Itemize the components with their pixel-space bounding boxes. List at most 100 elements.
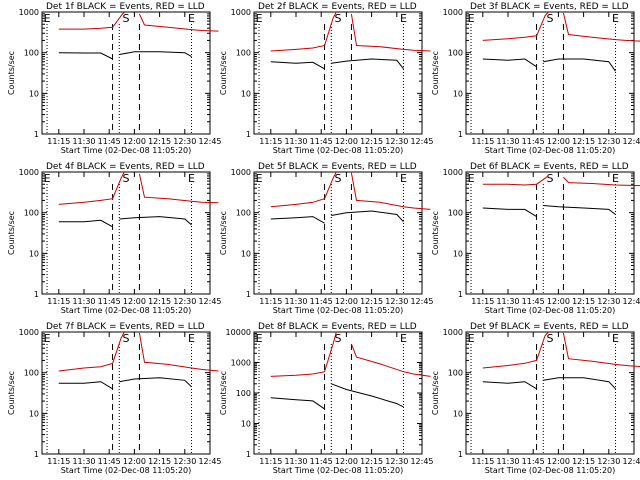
- panel-title: Det 2f BLACK = Events, RED = LLD: [258, 2, 417, 12]
- y-tick-label: 1000: [443, 8, 463, 17]
- x-tick-label: 12:30: [597, 137, 620, 146]
- y-tick-label: 10: [453, 89, 463, 98]
- event-marker: E: [400, 332, 407, 345]
- x-axis-label: Start Time (02-Dec-08 11:05:20): [485, 466, 616, 475]
- panel-title: Det 6f BLACK = Events, RED = LLD: [470, 162, 629, 172]
- x-tick-label: 11:30: [496, 137, 519, 146]
- x-tick-label: 12:00: [547, 457, 570, 466]
- x-axis-label: Start Time (02-Dec-08 11:05:20): [485, 146, 616, 155]
- x-tick-label: 12:45: [198, 297, 221, 306]
- x-axis-label: Start Time (02-Dec-08 11:05:20): [61, 466, 192, 475]
- y-tick-label: 10: [453, 409, 463, 418]
- y-tick-label: 10: [241, 89, 251, 98]
- chart-panel-7: Det 7f BLACK = Events, RED = LLD 1 10 100 10…: [7, 322, 222, 475]
- x-tick-label: 11:45: [98, 137, 121, 146]
- x-tick-label: 12:30: [385, 457, 408, 466]
- x-tick-label: 12:00: [123, 457, 146, 466]
- y-tick-label: 1000: [19, 8, 39, 17]
- x-axis-label: Start Time (02-Dec-08 11:05:20): [485, 306, 616, 315]
- x-tick-label: 11:30: [72, 297, 95, 306]
- y-tick-label: 100: [448, 49, 463, 58]
- y-tick-label: 100: [24, 369, 39, 378]
- y-tick-label: 1: [246, 450, 251, 459]
- event-marker: E: [256, 332, 263, 345]
- x-tick-label: 12:00: [123, 297, 146, 306]
- x-tick-label: 12:30: [173, 457, 196, 466]
- event-marker: E: [612, 332, 619, 345]
- event-marker: E: [468, 332, 475, 345]
- plot-frame: [465, 331, 635, 455]
- y-tick-label: 10: [453, 249, 463, 258]
- chart-panel-3: Det 3f BLACK = Events, RED = LLD 1 10 100 10…: [431, 2, 640, 155]
- y-tick-label: 1000: [231, 359, 251, 368]
- x-tick-label: 12:15: [148, 137, 171, 146]
- x-tick-label: 12:15: [360, 457, 383, 466]
- series-line-events: [482, 377, 616, 390]
- chart-panel-6: Det 6f BLACK = Events, RED = LLD 1 10 100 10…: [431, 162, 640, 315]
- x-tick-label: 12:45: [410, 297, 433, 306]
- y-tick-label: 1000: [19, 168, 39, 177]
- x-tick-label: 12:45: [622, 457, 640, 466]
- plot-frame: [465, 171, 635, 295]
- x-tick-label: 12:00: [547, 137, 570, 146]
- event-marker: S: [335, 332, 342, 345]
- series-line-lld: [482, 11, 640, 42]
- panel-title: Det 9f BLACK = Events, RED = LLD: [470, 322, 629, 332]
- y-tick-label: 10: [29, 409, 39, 418]
- x-tick-label: 11:15: [259, 137, 282, 146]
- x-tick-label: 12:15: [572, 297, 595, 306]
- y-tick-label: 10: [29, 249, 39, 258]
- x-tick-label: 11:45: [310, 457, 333, 466]
- y-tick-label: 100: [448, 209, 463, 218]
- y-tick-label: 1: [34, 130, 39, 139]
- chart-panel-8: Det 8f BLACK = Events, RED = LLD 1 10 100 10…: [219, 322, 434, 475]
- y-tick-label: 10: [241, 420, 251, 429]
- x-tick-label: 11:15: [47, 457, 70, 466]
- x-tick-label: 11:15: [471, 457, 494, 466]
- panel-title: Det 7f BLACK = Events, RED = LLD: [46, 322, 205, 332]
- x-tick-label: 11:30: [284, 137, 307, 146]
- y-axis-label: Counts/sec: [219, 211, 228, 255]
- y-tick-label: 1: [34, 290, 39, 299]
- x-tick-label: 11:45: [98, 457, 121, 466]
- x-tick-label: 12:00: [335, 297, 358, 306]
- y-tick-label: 1000: [19, 328, 39, 337]
- plot-frame: [253, 11, 423, 135]
- x-tick-label: 11:15: [259, 457, 282, 466]
- event-marker: E: [468, 12, 475, 25]
- x-tick-label: 11:15: [471, 137, 494, 146]
- plot-frame: [253, 171, 423, 295]
- y-tick-label: 100: [24, 49, 39, 58]
- event-marker: E: [44, 332, 51, 345]
- chart-panel-4: Det 4f BLACK = Events, RED = LLD 1 10 100 10…: [7, 162, 222, 315]
- x-tick-label: 12:45: [622, 137, 640, 146]
- event-marker: E: [468, 172, 475, 185]
- x-tick-label: 12:00: [335, 137, 358, 146]
- x-tick-label: 11:15: [259, 297, 282, 306]
- plot-frame: [41, 11, 211, 135]
- x-tick-label: 11:30: [284, 457, 307, 466]
- y-axis-label: Counts/sec: [219, 51, 228, 95]
- x-tick-label: 11:30: [284, 297, 307, 306]
- y-tick-label: 1: [458, 450, 463, 459]
- y-tick-label: 1000: [443, 328, 463, 337]
- x-tick-label: 12:00: [123, 137, 146, 146]
- y-axis-label: Counts/sec: [7, 371, 16, 415]
- x-tick-label: 12:30: [173, 137, 196, 146]
- x-tick-label: 12:15: [148, 457, 171, 466]
- series-line-lld: [270, 171, 431, 210]
- event-marker: S: [547, 12, 554, 25]
- series-line-lld: [270, 11, 431, 52]
- x-tick-label: 12:15: [148, 297, 171, 306]
- x-tick-label: 11:45: [522, 137, 545, 146]
- panel-title: Det 1f BLACK = Events, RED = LLD: [46, 2, 205, 12]
- panel-title: Det 3f BLACK = Events, RED = LLD: [470, 2, 629, 12]
- series-line-events: [270, 58, 404, 70]
- x-tick-label: 11:45: [522, 297, 545, 306]
- x-tick-label: 12:30: [173, 297, 196, 306]
- x-tick-label: 11:45: [310, 137, 333, 146]
- series-line-lld: [482, 331, 640, 369]
- x-axis-label: Start Time (02-Dec-08 11:05:20): [273, 146, 404, 155]
- y-tick-label: 100: [448, 369, 463, 378]
- chart-panel-9: Det 9f BLACK = Events, RED = LLD 1 10 100 10…: [431, 322, 640, 475]
